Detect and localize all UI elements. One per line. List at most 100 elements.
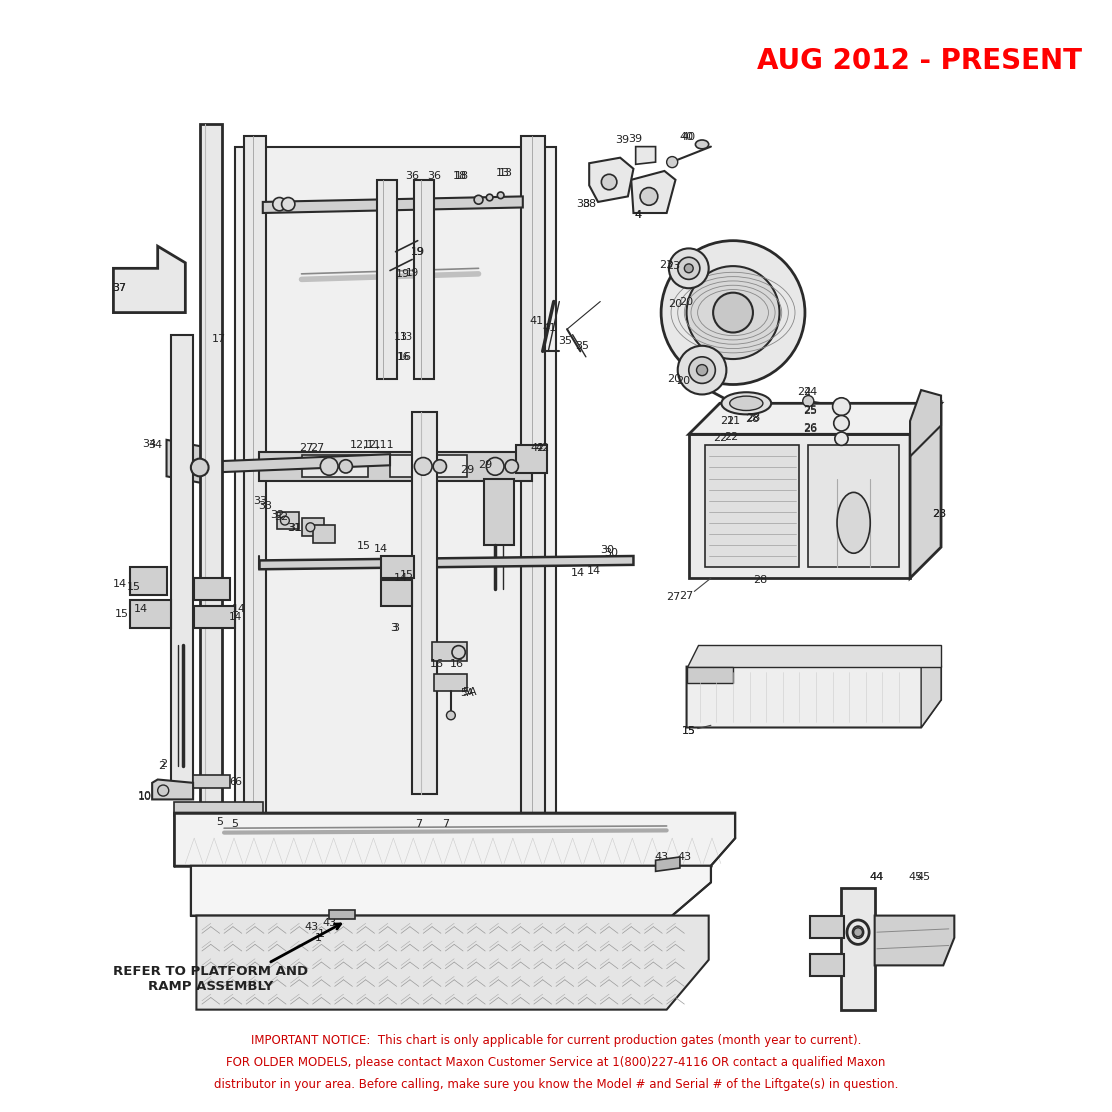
Circle shape: [451, 646, 465, 659]
Polygon shape: [130, 567, 167, 595]
Polygon shape: [688, 435, 910, 578]
Text: 10: 10: [138, 792, 151, 802]
Text: 15: 15: [116, 608, 129, 618]
Polygon shape: [910, 404, 941, 578]
Polygon shape: [200, 125, 222, 954]
Text: 29: 29: [460, 465, 475, 475]
Text: 25: 25: [803, 406, 817, 416]
Circle shape: [280, 516, 289, 525]
Polygon shape: [175, 802, 262, 816]
Text: 2: 2: [160, 759, 167, 770]
Circle shape: [281, 198, 295, 211]
Circle shape: [415, 457, 433, 475]
Polygon shape: [921, 667, 941, 727]
Text: 19: 19: [410, 247, 425, 257]
Text: 19: 19: [406, 268, 419, 278]
Circle shape: [684, 264, 693, 272]
Text: 45: 45: [916, 872, 931, 882]
Text: 34: 34: [148, 440, 162, 450]
Polygon shape: [390, 455, 467, 477]
Circle shape: [677, 257, 699, 279]
Text: 14: 14: [228, 612, 241, 622]
Polygon shape: [415, 180, 435, 379]
Text: 23: 23: [932, 509, 946, 519]
Text: 14: 14: [394, 573, 408, 583]
Polygon shape: [516, 445, 547, 473]
Polygon shape: [191, 866, 711, 915]
Text: 5A: 5A: [460, 688, 475, 698]
Circle shape: [835, 433, 848, 445]
Circle shape: [641, 188, 658, 206]
Text: 22: 22: [724, 431, 738, 441]
Circle shape: [339, 459, 353, 473]
Text: 17: 17: [211, 334, 226, 344]
Polygon shape: [167, 440, 208, 484]
Polygon shape: [200, 454, 390, 473]
Text: 27: 27: [679, 590, 694, 600]
Text: 14: 14: [586, 566, 600, 576]
Polygon shape: [484, 478, 514, 545]
Polygon shape: [152, 780, 193, 800]
Polygon shape: [811, 954, 844, 976]
Text: 13: 13: [394, 331, 408, 341]
Text: 39: 39: [628, 133, 643, 143]
Circle shape: [686, 266, 780, 359]
Circle shape: [834, 416, 850, 431]
Circle shape: [486, 457, 504, 475]
Circle shape: [713, 292, 753, 332]
Polygon shape: [130, 600, 171, 628]
Text: 15: 15: [682, 726, 696, 736]
Text: 30: 30: [599, 546, 614, 556]
Text: 33: 33: [258, 502, 272, 512]
Text: 35: 35: [576, 340, 589, 350]
Text: 3: 3: [390, 623, 397, 633]
Text: 18: 18: [453, 171, 467, 181]
Text: 23: 23: [659, 260, 674, 270]
Text: 28: 28: [746, 413, 761, 423]
Text: 4: 4: [634, 210, 642, 220]
Text: 31: 31: [288, 524, 301, 534]
Circle shape: [474, 196, 483, 205]
Text: 20: 20: [668, 299, 683, 309]
Text: 32: 32: [270, 510, 285, 520]
Text: 21: 21: [726, 416, 741, 426]
Text: 19: 19: [411, 247, 425, 257]
Circle shape: [803, 396, 814, 407]
Circle shape: [446, 711, 455, 719]
Text: 5A: 5A: [463, 687, 477, 697]
Polygon shape: [842, 888, 875, 1010]
Text: 14: 14: [231, 604, 246, 614]
Circle shape: [677, 346, 726, 395]
Circle shape: [434, 459, 446, 473]
Polygon shape: [301, 518, 324, 536]
Text: 44: 44: [870, 872, 884, 882]
Text: 6: 6: [234, 776, 241, 786]
Circle shape: [191, 458, 209, 476]
Polygon shape: [686, 667, 733, 683]
Ellipse shape: [729, 396, 763, 410]
Text: 10: 10: [138, 791, 151, 801]
Text: 34: 34: [141, 439, 156, 449]
Text: 16: 16: [449, 659, 464, 669]
Circle shape: [662, 240, 805, 385]
Text: 20: 20: [667, 374, 682, 384]
Polygon shape: [686, 667, 941, 727]
Polygon shape: [259, 451, 532, 480]
Text: REFER TO PLATFORM AND
RAMP ASSEMBLY: REFER TO PLATFORM AND RAMP ASSEMBLY: [113, 965, 308, 993]
Circle shape: [854, 927, 863, 936]
Text: 35: 35: [558, 336, 572, 346]
Polygon shape: [193, 775, 229, 788]
Polygon shape: [686, 645, 941, 667]
Text: 30: 30: [604, 548, 618, 558]
Circle shape: [688, 357, 715, 384]
Text: 43: 43: [305, 922, 318, 932]
Circle shape: [833, 398, 851, 416]
Text: 20: 20: [676, 376, 691, 386]
Text: 24: 24: [796, 387, 811, 397]
Text: 5: 5: [216, 816, 224, 826]
Text: 38: 38: [582, 199, 596, 209]
Polygon shape: [262, 197, 523, 214]
Polygon shape: [589, 158, 634, 202]
Polygon shape: [656, 857, 679, 872]
Text: 15: 15: [127, 582, 140, 592]
